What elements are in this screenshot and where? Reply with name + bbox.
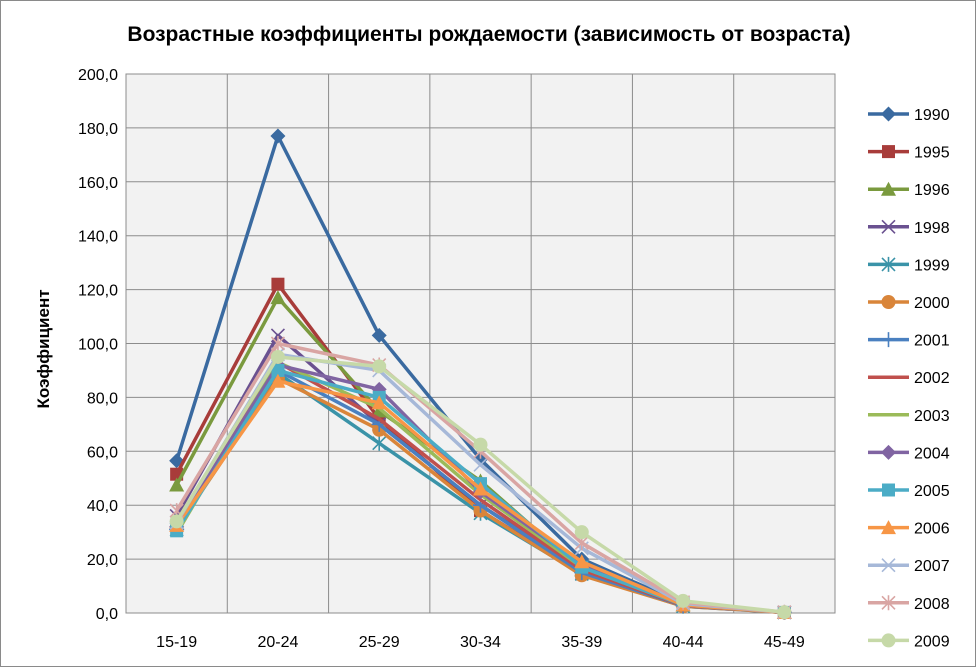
y-tick-label: 120,0 xyxy=(78,283,118,300)
data-point xyxy=(372,435,387,451)
legend-label: 2007 xyxy=(914,558,950,575)
legend-entry: 2001 xyxy=(868,332,950,350)
data-point xyxy=(473,457,488,472)
data-point xyxy=(777,605,792,620)
legend-label: 2006 xyxy=(914,521,950,538)
data-point xyxy=(473,437,488,452)
data-point xyxy=(882,483,895,497)
legend-label: 1996 xyxy=(914,182,950,199)
data-point xyxy=(574,525,589,540)
plot-area: 0,0 20,0 40,0 60,0 80,0 100,0 120,0 140,0 160,0 1… xyxy=(78,67,836,651)
legend-label: 1998 xyxy=(914,220,950,237)
data-point xyxy=(881,444,896,460)
data-point xyxy=(881,256,896,272)
data-point xyxy=(881,595,896,611)
y-tick-label: 0,0 xyxy=(96,606,118,623)
x-tick-label: 20-24 xyxy=(257,634,298,651)
y-tick-label: 80,0 xyxy=(87,390,118,407)
data-point xyxy=(676,593,691,608)
x-tick-label: 45-49 xyxy=(764,634,805,651)
y-tick-label: 200,0 xyxy=(78,67,118,84)
data-point xyxy=(270,128,286,144)
legend-label: 1995 xyxy=(914,145,950,162)
legend-label: 2009 xyxy=(914,633,950,650)
data-point xyxy=(372,359,387,374)
data-point xyxy=(881,633,896,648)
legend-entry: 1999 xyxy=(868,256,950,274)
data-point xyxy=(270,290,286,305)
y-axis-label: Коэффициент xyxy=(34,289,53,408)
data-point xyxy=(270,336,285,351)
data-point xyxy=(473,481,488,496)
data-point xyxy=(882,145,895,159)
x-tick-label: 15-19 xyxy=(156,634,197,651)
legend-label: 2000 xyxy=(914,295,950,312)
legend-entry: 2002 xyxy=(868,370,950,387)
legend-entry: 2005 xyxy=(868,483,950,500)
data-point xyxy=(371,395,387,410)
data-point xyxy=(169,514,184,529)
legend-label: 2002 xyxy=(914,370,950,387)
y-tick-label: 140,0 xyxy=(78,229,118,246)
legend-entry: 2004 xyxy=(868,444,950,462)
x-tick-label: 40-44 xyxy=(663,634,704,651)
data-point xyxy=(271,363,285,377)
legend-entry: 2008 xyxy=(868,595,950,613)
data-point xyxy=(881,558,896,573)
data-point xyxy=(169,477,185,492)
legend-label: 2008 xyxy=(914,596,950,613)
data-point xyxy=(270,373,286,388)
legend-entry: 2006 xyxy=(868,520,950,538)
y-tick-label: 20,0 xyxy=(87,552,118,569)
legend-label: 1990 xyxy=(914,107,950,124)
legend: 1990 1995 1996 1998 1999 2000 2001 2002 2003 2004… xyxy=(868,106,950,650)
y-tick-label: 180,0 xyxy=(78,121,118,138)
legend-label: 2003 xyxy=(914,408,950,425)
legend-label: 2005 xyxy=(914,483,950,500)
legend-entry: 2003 xyxy=(868,408,950,425)
data-point xyxy=(881,219,896,234)
legend-label: 2001 xyxy=(914,333,950,350)
data-point xyxy=(881,295,896,309)
data-point xyxy=(574,554,590,569)
legend-entry: 1990 xyxy=(868,106,950,124)
y-tick-label: 160,0 xyxy=(78,175,118,192)
y-tick-label: 100,0 xyxy=(78,337,118,354)
data-point xyxy=(881,106,896,122)
legend-entry: 2007 xyxy=(868,558,950,575)
data-point xyxy=(881,520,896,535)
legend-entry: 1996 xyxy=(868,181,950,199)
legend-entry: 1995 xyxy=(868,145,950,162)
data-point xyxy=(270,349,285,364)
legend-entry: 2009 xyxy=(868,633,950,650)
x-tick-label: 30-34 xyxy=(460,634,501,651)
data-point xyxy=(271,277,285,291)
legend-label: 2004 xyxy=(914,445,950,462)
y-tick-label: 40,0 xyxy=(87,498,118,515)
chart-title: Возрастные коэффициенты рождаемости (зав… xyxy=(127,23,850,46)
y-tick-label: 60,0 xyxy=(87,444,118,461)
plot-border xyxy=(125,73,836,614)
data-point xyxy=(881,332,896,348)
data-point xyxy=(881,181,896,196)
x-tick-label: 25-29 xyxy=(359,634,400,651)
x-tick-label: 35-39 xyxy=(561,634,602,651)
legend-label: 1999 xyxy=(914,257,950,274)
data-point xyxy=(371,327,387,343)
legend-entry: 2000 xyxy=(868,295,950,312)
legend-entry: 1998 xyxy=(868,219,950,237)
